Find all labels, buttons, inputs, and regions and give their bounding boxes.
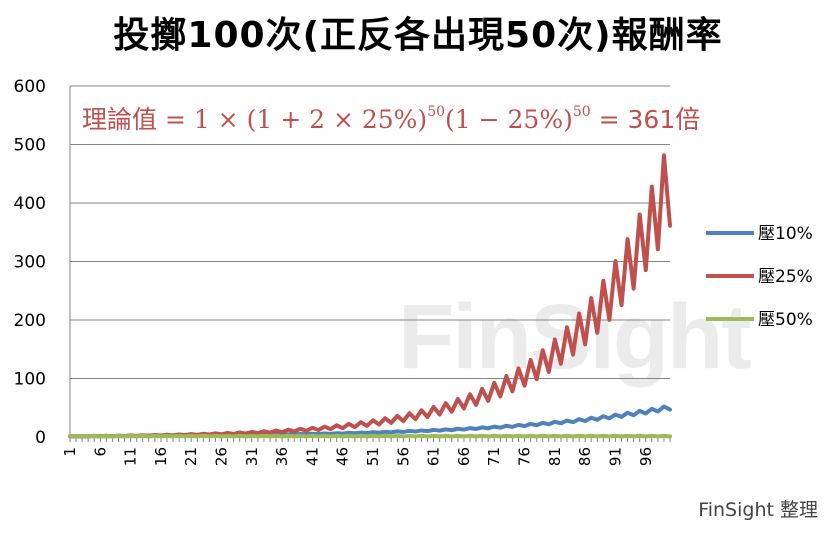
- x-tick-label-11: 11: [122, 447, 140, 466]
- source-credit: FinSight 整理: [698, 499, 818, 521]
- y-tick-label-500: 500: [14, 136, 46, 156]
- x-tick-label-46: 46: [334, 447, 352, 466]
- theoretical-value-annotation: 理論值 = 1 × (1 + 2 × 25%)50(1 − 25%)50 = 3…: [82, 100, 700, 136]
- x-tick-label-61: 61: [425, 447, 443, 466]
- annotation-result: = 361倍: [590, 105, 701, 134]
- x-tick-label-76: 76: [516, 447, 534, 466]
- series-line-3: [68, 433, 672, 439]
- x-tick-label-86: 86: [576, 447, 594, 466]
- legend: 壓10% 壓25% 壓50%: [706, 224, 813, 330]
- y-axis: 0 100 200 300 400 500 600: [14, 77, 71, 448]
- x-axis: 1 6 11 16 21 26 31 36 41 46 51 56 61 66 71 76 81 86 91 96: [61, 436, 671, 466]
- legend-label-3: 壓50%: [758, 310, 813, 330]
- x-tick-label-91: 91: [606, 447, 624, 466]
- legend-label-2: 壓25%: [758, 267, 813, 287]
- annotation-exponent-1: 50: [427, 104, 446, 120]
- x-tick-label-26: 26: [213, 447, 231, 466]
- x-tick-label-51: 51: [364, 447, 382, 466]
- annotation-exponent-2: 50: [572, 104, 591, 120]
- x-tick-label-66: 66: [455, 447, 473, 466]
- x-tick-label-71: 71: [485, 447, 503, 466]
- annotation-part-1: = 1 × (1 + 2 × 25%): [164, 105, 428, 134]
- gridlines: [70, 85, 670, 379]
- y-tick-label-200: 200: [14, 311, 46, 331]
- annotation-part-2: (1 − 25%): [445, 105, 573, 134]
- x-tick-label-41: 41: [303, 447, 321, 466]
- y-tick-label-300: 300: [14, 253, 46, 273]
- x-tick-label-56: 56: [394, 447, 412, 466]
- x-tick-label-6: 6: [91, 447, 109, 457]
- x-tick-label-16: 16: [152, 447, 170, 466]
- x-tick-label-36: 36: [273, 447, 291, 466]
- series-line-2: [68, 153, 672, 439]
- x-tick-label-31: 31: [243, 447, 261, 466]
- x-tick-label-81: 81: [546, 447, 564, 466]
- x-tick-label-21: 21: [182, 447, 200, 466]
- chart-title: 投擲100次(正反各出現50次)報酬率: [113, 15, 723, 56]
- annotation-label: 理論值: [82, 105, 158, 134]
- x-tick-label-96: 96: [637, 447, 655, 466]
- y-tick-label-400: 400: [14, 194, 46, 214]
- y-tick-label-0: 0: [35, 428, 46, 448]
- series-lines: [68, 153, 672, 439]
- y-tick-label-600: 600: [14, 77, 46, 97]
- x-tick-label-1: 1: [61, 447, 79, 457]
- legend-label-1: 壓10%: [758, 224, 813, 244]
- y-tick-label-100: 100: [14, 370, 46, 390]
